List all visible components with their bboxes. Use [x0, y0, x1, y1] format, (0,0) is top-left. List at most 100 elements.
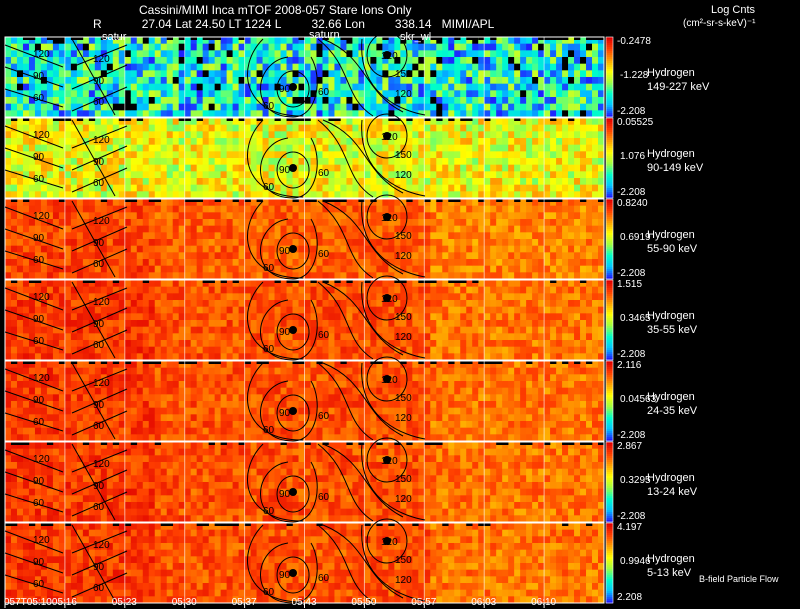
heatmap-cell	[148, 83, 156, 91]
heatmap-cell	[196, 131, 204, 139]
colorbar-segment	[606, 118, 613, 121]
heatmap-cell	[340, 199, 347, 207]
heatmap-cell	[370, 70, 377, 78]
heatmap-cell	[268, 252, 275, 260]
heatmap-cell	[208, 178, 216, 186]
heatmap-cell	[406, 124, 413, 132]
heatmap-cell	[82, 90, 90, 98]
heatmap-cell	[538, 239, 545, 247]
heatmap-cell	[274, 340, 281, 348]
heatmap-cell	[34, 70, 42, 78]
heatmap-cell	[250, 225, 257, 233]
heatmap-cell	[58, 144, 66, 152]
heatmap-cell	[598, 144, 605, 152]
heatmap-cell	[352, 158, 359, 166]
heatmap-cell	[562, 83, 569, 91]
heatmap-cell	[466, 103, 473, 111]
heatmap-cell	[202, 353, 210, 361]
heatmap-cell	[322, 252, 329, 260]
heatmap-cell	[250, 50, 257, 58]
heatmap-cell	[586, 57, 593, 65]
heatmap-cell	[154, 212, 162, 220]
heatmap-cell	[352, 212, 359, 220]
heatmap-cell	[406, 103, 413, 111]
heatmap-cell	[388, 333, 395, 341]
heatmap-cell	[388, 259, 395, 267]
heatmap-cell	[16, 199, 24, 207]
heatmap-cell	[52, 199, 60, 207]
heatmap-cell	[112, 265, 120, 273]
heatmap-cell	[448, 353, 455, 361]
heatmap-cell	[142, 144, 150, 152]
heatmap-cell	[304, 346, 311, 354]
heatmap-cell	[214, 225, 222, 233]
heatmap-cell	[280, 90, 287, 98]
heatmap-cell	[208, 272, 216, 280]
heatmap-cell	[520, 131, 527, 139]
heatmap-cell	[340, 340, 347, 348]
heatmap-cell	[34, 131, 42, 139]
contour-line	[71, 226, 128, 252]
heatmap-cell	[142, 326, 150, 334]
heatmap-cell	[232, 124, 240, 132]
heatmap-cell	[28, 212, 36, 220]
heatmap-cell	[64, 225, 72, 233]
heatmap-cell	[334, 212, 341, 220]
heatmap-cell	[466, 158, 473, 166]
heatmap-cell	[292, 77, 299, 85]
heatmap-cell	[244, 184, 251, 192]
heatmap-cell	[370, 144, 377, 152]
heatmap-cell	[160, 280, 168, 288]
heatmap-cell	[244, 83, 251, 91]
heatmap-cell	[370, 280, 377, 288]
heatmap-cell	[70, 326, 78, 334]
heatmap-cell	[202, 205, 210, 213]
heatmap-cell	[16, 259, 24, 267]
heatmap-cell	[484, 158, 491, 166]
heatmap-cell	[334, 37, 341, 45]
heatmap-cell	[40, 124, 48, 132]
heatmap-cell	[454, 43, 461, 51]
heatmap-cell	[226, 77, 234, 85]
data-gap	[490, 37, 497, 40]
heatmap-cell	[430, 245, 437, 253]
heatmap-cell	[232, 293, 240, 301]
colorbar-segment	[606, 93, 613, 96]
heatmap-cell	[358, 184, 365, 192]
heatmap-cell	[556, 205, 563, 213]
heatmap-cell	[184, 164, 192, 172]
heatmap-cell	[382, 286, 389, 294]
data-gap	[562, 37, 569, 40]
heatmap-cell	[436, 50, 443, 58]
heatmap-cell	[478, 199, 485, 207]
heatmap-cell	[496, 158, 503, 166]
heatmap-cell	[196, 252, 204, 260]
heatmap-cell	[556, 43, 563, 51]
heatmap-cell	[388, 320, 395, 328]
colorbar-segment	[606, 57, 613, 60]
contour-line	[4, 169, 64, 189]
heatmap-cell	[394, 43, 401, 51]
heatmap-cell	[16, 313, 24, 321]
heatmap-cell	[424, 83, 431, 91]
heatmap-cell	[484, 151, 491, 159]
heatmap-cell	[5, 131, 12, 139]
data-gap	[322, 37, 329, 40]
contour-overlay	[4, 194, 426, 280]
heatmap-cell	[190, 232, 198, 240]
heatmap-cell	[598, 43, 605, 51]
heatmap-cell	[130, 326, 138, 334]
heatmap-cell	[196, 63, 204, 71]
heatmap-cell	[538, 245, 545, 253]
heatmap-cell	[238, 272, 245, 280]
heatmap-cell	[316, 306, 323, 314]
heatmap-cell	[94, 212, 102, 220]
heatmap-cell	[142, 280, 150, 288]
heatmap-cell	[214, 138, 222, 146]
heatmap-cell	[142, 272, 150, 280]
heatmap-cell	[430, 90, 437, 98]
heatmap-cell	[448, 199, 455, 207]
heatmap-cell	[490, 144, 497, 152]
colorbar-segment	[606, 146, 613, 149]
heatmap-cell	[34, 158, 42, 166]
